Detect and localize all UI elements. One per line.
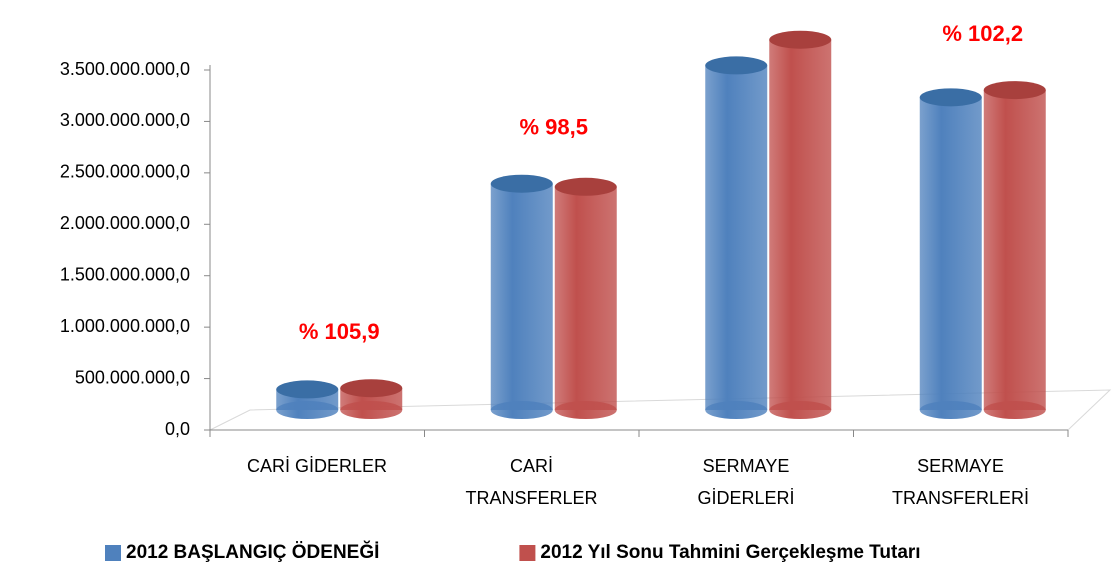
y-tick-label: 3.000.000.000,0: [60, 110, 190, 130]
annotation: % 102,2: [942, 21, 1023, 46]
y-tick-label: 2.000.000.000,0: [60, 213, 190, 233]
legend-swatch: [519, 545, 536, 561]
bar-top: [490, 174, 553, 193]
y-tick-label: 3.500.000.000,0: [60, 59, 190, 79]
legend-label: 2012 BAŞLANGIÇ ÖDENEĞİ: [126, 541, 379, 563]
bar-top: [554, 177, 617, 196]
legend-label: 2012 Yıl Sonu Tahmini Gerçekleşme Tutarı: [540, 542, 920, 563]
x-tick-label: CARİ GİDERLER: [246, 456, 388, 476]
y-tick-label: 1.500.000.000,0: [60, 264, 190, 284]
bar: [705, 65, 768, 410]
x-tick-label: SERMAYE TRANSFERLERİ: [891, 456, 1030, 508]
y-tick-label: 0,0: [165, 419, 190, 439]
bar-top: [983, 81, 1046, 100]
y-tick-label: 500.000.000,0: [75, 367, 190, 387]
bar: [554, 186, 617, 410]
bar: [769, 39, 832, 410]
legend-swatch: [105, 545, 121, 561]
annotation: % 105,9: [299, 319, 380, 344]
x-tick-label: CARİ TRANSFERLER: [465, 456, 598, 508]
bar-top: [769, 30, 832, 49]
y-tick-label: 2.500.000.000,0: [60, 162, 190, 182]
y-tick-label: 1.000.000.000,0: [60, 316, 190, 336]
bar: [490, 183, 553, 410]
bar-top: [705, 56, 768, 75]
annotation: % 98,5: [520, 115, 589, 140]
x-tick-label: SERMAYE GİDERLERİ: [697, 456, 795, 508]
bar-top: [340, 379, 403, 398]
bar: [983, 90, 1046, 410]
floor: [209, 389, 1112, 431]
bar-top: [919, 88, 982, 107]
bar-top: [276, 380, 339, 399]
bar: [919, 97, 982, 411]
